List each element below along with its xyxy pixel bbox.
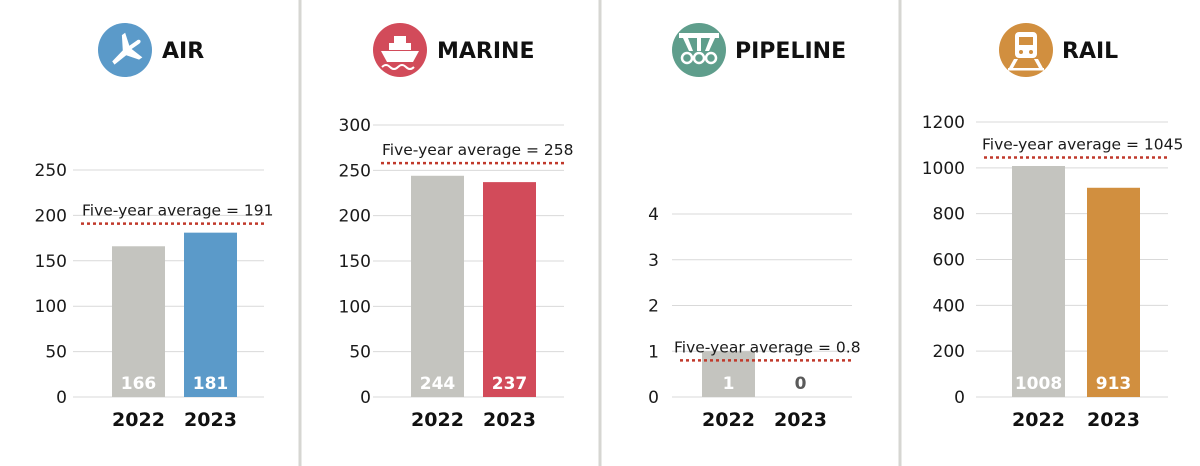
x-category-label: 2023: [483, 409, 536, 431]
y-tick-label: 0: [648, 388, 659, 408]
bar-value-label: 237: [492, 374, 528, 394]
chart-title: AIR: [162, 39, 204, 64]
y-tick-label: 50: [45, 343, 67, 363]
x-category-label: 2023: [774, 409, 827, 431]
chart-panel-marine: MARINE 0 50 100 150 200 250 300 244 2022 237 2023 Fi…: [339, 23, 574, 431]
y-tick-label: 3: [648, 251, 659, 271]
y-tick-label: 800: [933, 205, 965, 225]
y-tick-label: 2: [648, 297, 659, 317]
chart-title: MARINE: [437, 39, 535, 64]
bar-2022: [411, 175, 464, 397]
bar-2023: [184, 232, 237, 397]
y-tick-label: 1: [648, 342, 659, 362]
x-category-label: 2023: [1087, 409, 1140, 431]
y-tick-label: 400: [933, 296, 965, 316]
bar-value-label: 0: [795, 374, 807, 394]
airplane-icon-glyph: [112, 32, 143, 65]
y-tick-label: 100: [339, 297, 371, 317]
x-category-label: 2022: [112, 409, 165, 431]
y-tick-label: 100: [35, 297, 67, 317]
y-tick-label: 50: [349, 343, 371, 363]
y-tick-label: 1200: [922, 113, 965, 133]
bar-2023: [1087, 187, 1140, 397]
x-category-label: 2022: [411, 409, 464, 431]
pipeline-icon-glyph: [679, 33, 719, 65]
y-tick-label: 200: [35, 206, 67, 226]
bar-2023: [483, 182, 536, 397]
x-category-label: 2022: [1012, 409, 1065, 431]
bar-value-label: 1008: [1015, 374, 1062, 394]
y-tick-label: 4: [648, 205, 659, 225]
bar-value-label: 166: [121, 374, 157, 394]
panel-divider: [898, 0, 902, 466]
y-tick-label: 0: [954, 388, 965, 408]
y-tick-label: 0: [56, 388, 67, 408]
y-tick-label: 600: [933, 251, 965, 271]
bar-value-label: 181: [193, 374, 229, 394]
x-category-label: 2023: [184, 409, 237, 431]
chart-panel-air: AIR 0 50 100 150 200 250 166 2022 181 2023 Five-yea…: [35, 23, 274, 431]
panel-divider: [298, 0, 302, 466]
y-tick-label: 200: [933, 342, 965, 362]
bar-value-label: 1: [723, 374, 735, 394]
x-category-label: 2022: [702, 409, 755, 431]
average-label: Five-year average = 258: [382, 141, 574, 159]
train-icon-glyph: [1008, 32, 1044, 71]
bar-value-label: 913: [1096, 374, 1132, 394]
y-tick-label: 250: [339, 161, 371, 181]
average-label: Five-year average = 0.8: [674, 338, 861, 356]
y-tick-label: 150: [35, 252, 67, 272]
y-tick-label: 200: [339, 207, 371, 227]
y-tick-label: 150: [339, 252, 371, 272]
ship-icon-glyph: [381, 36, 419, 70]
bar-value-label: 244: [420, 374, 456, 394]
chart-panel-pipeline: PIPELINE 0 1 2 3 4 1 2022 0 2023 Five-year average…: [648, 23, 861, 431]
panel-divider: [598, 0, 602, 466]
chart-title: PIPELINE: [735, 39, 846, 64]
y-tick-label: 1000: [922, 159, 965, 179]
bar-2022: [1012, 166, 1065, 397]
average-label: Five-year average = 1045: [982, 136, 1183, 154]
y-tick-label: 300: [339, 116, 371, 136]
bar-2022: [702, 351, 755, 397]
chart-panel-rail: RAIL 0 200 400 600 800 1000 1200 1008 2022 913 2023…: [922, 23, 1183, 431]
y-tick-label: 250: [35, 161, 67, 181]
chart-title: RAIL: [1062, 39, 1118, 64]
bar-2022: [112, 246, 165, 397]
average-label: Five-year average = 191: [82, 202, 274, 220]
y-tick-label: 0: [360, 388, 371, 408]
